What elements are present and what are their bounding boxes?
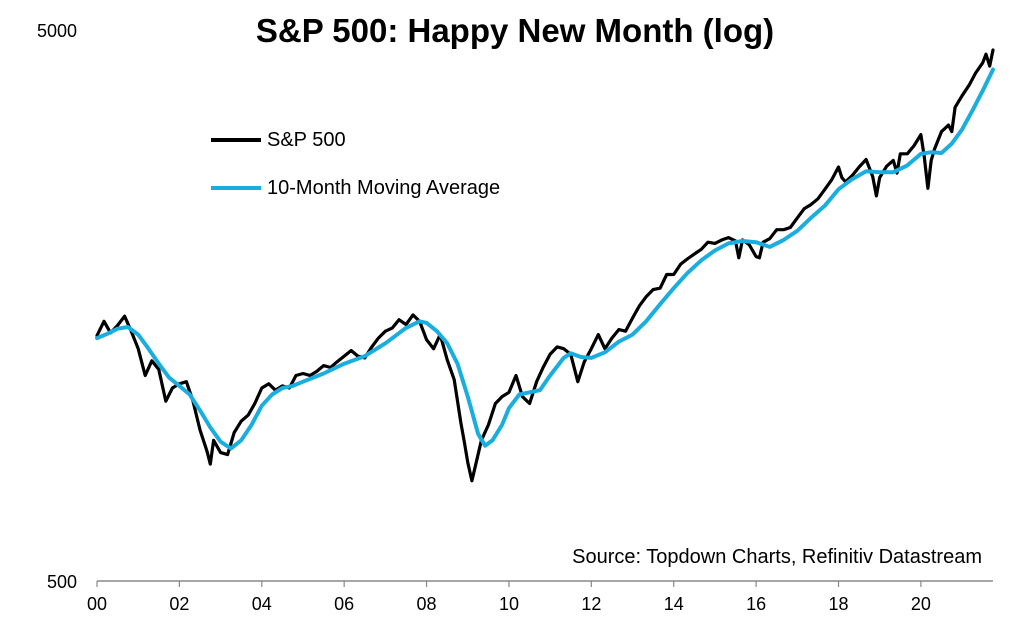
x-tick-label-00: 00 <box>87 594 107 614</box>
legend-item-moving-average: 10-Month Moving Average <box>211 174 500 202</box>
x-tick-label-20: 20 <box>911 594 931 614</box>
legend: S&P 500 10-Month Moving Average <box>211 126 500 222</box>
source-note: Source: Topdown Charts, Refinitiv Datast… <box>572 546 982 568</box>
x-tick-label-08: 08 <box>417 594 437 614</box>
x-tick-label-12: 12 <box>581 594 601 614</box>
x-tick-label-04: 04 <box>252 594 272 614</box>
x-tick-label-14: 14 <box>664 594 684 614</box>
x-tick-label-16: 16 <box>746 594 766 614</box>
series-line-moving-average <box>95 67 995 451</box>
x-tick-label-10: 10 <box>499 594 519 614</box>
series-line-sp500 <box>95 48 995 483</box>
x-tick-label-06: 06 <box>334 594 354 614</box>
legend-swatch-sp500 <box>211 138 261 142</box>
chart-title: S&P 500: Happy New Month (log) <box>255 12 775 49</box>
x-tick-label-18: 18 <box>829 594 849 614</box>
legend-label-moving-average: 10-Month Moving Average <box>267 176 501 199</box>
y-tick-label-5000: 5000 <box>37 21 77 41</box>
legend-item-sp500: S&P 500 <box>211 126 500 154</box>
x-tick-label-02: 02 <box>169 594 189 614</box>
y-tick-label-500: 500 <box>47 572 77 592</box>
legend-swatch-moving-average <box>211 186 261 190</box>
legend-label-sp500: S&P 500 <box>267 128 346 151</box>
